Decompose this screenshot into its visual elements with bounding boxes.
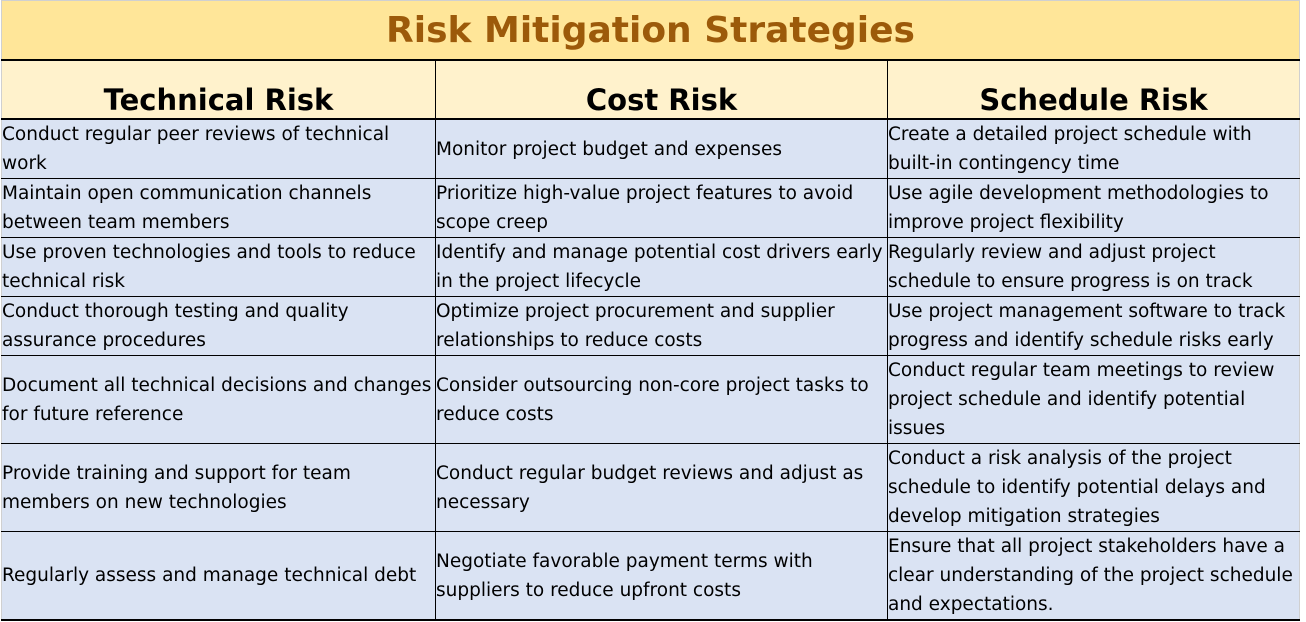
table-row: Provide training and support for team me…: [1, 443, 1301, 532]
table-cell[interactable]: Conduct thorough testing and quality ass…: [1, 296, 436, 356]
table-cell[interactable]: Conduct a risk analysis of the project s…: [886, 443, 1301, 532]
table-cell[interactable]: Use agile development methodologies to i…: [886, 178, 1301, 238]
table-row: Maintain open communication channels bet…: [1, 178, 1301, 238]
header-schedule-risk[interactable]: Schedule Risk: [886, 60, 1301, 120]
table-cell[interactable]: Ensure that all project stakeholders hav…: [886, 531, 1301, 621]
table-cell[interactable]: Prioritize high-value project features t…: [435, 178, 888, 238]
table-cell[interactable]: Provide training and support for team me…: [1, 443, 436, 532]
table-title[interactable]: Risk Mitigation Strategies: [0, 0, 1301, 61]
table-cell[interactable]: Regularly review and adjust project sche…: [886, 237, 1301, 297]
table-cell[interactable]: Document all technical decisions and cha…: [1, 355, 436, 444]
table-row: Document all technical decisions and cha…: [1, 355, 1301, 444]
table-row: Regularly assess and manage technical de…: [1, 531, 1301, 621]
table-cell[interactable]: Conduct regular peer reviews of technica…: [1, 119, 436, 179]
table-row: Conduct thorough testing and quality ass…: [1, 296, 1301, 356]
table-cell[interactable]: Optimize project procurement and supplie…: [435, 296, 888, 356]
table-cell[interactable]: Regularly assess and manage technical de…: [1, 531, 436, 621]
table-cell[interactable]: Identify and manage potential cost drive…: [435, 237, 888, 297]
header-technical-risk[interactable]: Technical Risk: [1, 60, 436, 120]
title-row: Risk Mitigation Strategies: [0, 0, 1301, 61]
table-row: Use proven technologies and tools to red…: [1, 237, 1301, 297]
table-cell[interactable]: Maintain open communication channels bet…: [1, 178, 436, 238]
table-cell[interactable]: Use project management software to track…: [886, 296, 1301, 356]
table-cell[interactable]: Monitor project budget and expenses: [435, 119, 888, 179]
header-cost-risk[interactable]: Cost Risk: [435, 60, 888, 120]
table-cell[interactable]: Consider outsourcing non-core project ta…: [435, 355, 888, 444]
table-cell[interactable]: Conduct regular budget reviews and adjus…: [435, 443, 888, 532]
table-cell[interactable]: Use proven technologies and tools to red…: [1, 237, 436, 297]
table-row: Conduct regular peer reviews of technica…: [1, 119, 1301, 179]
header-row: Technical Risk Cost Risk Schedule Risk: [1, 60, 1301, 120]
table-cell[interactable]: Conduct regular team meetings to review …: [886, 355, 1301, 444]
table-cell[interactable]: Create a detailed project schedule with …: [886, 119, 1301, 179]
table-cell[interactable]: Negotiate favorable payment terms with s…: [435, 531, 888, 621]
